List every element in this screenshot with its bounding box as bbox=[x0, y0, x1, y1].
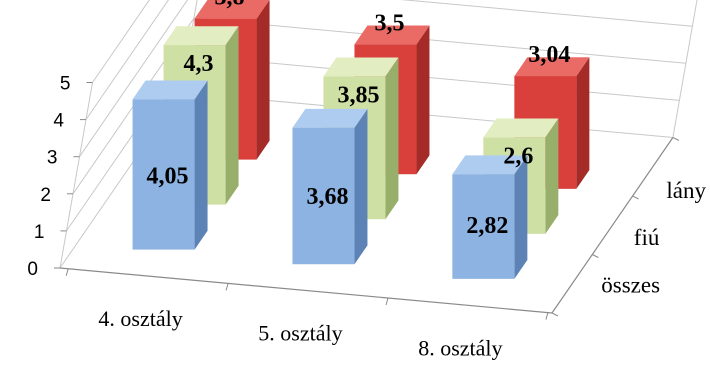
bar-top bbox=[354, 25, 430, 45]
bar-side bbox=[514, 155, 528, 279]
data-label: 3,04 bbox=[528, 42, 570, 68]
bar-side bbox=[354, 108, 368, 265]
series-label: fiú bbox=[634, 225, 660, 250]
depth-axis-line bbox=[551, 137, 674, 314]
depth-tick-mark bbox=[632, 195, 639, 200]
x-tick-label: 4. osztály bbox=[98, 306, 182, 331]
chart-labels: 0 1 2 3 4 5 4. osztály 5. osztály 8. osztály össz… bbox=[27, 0, 706, 360]
y-tick-label: 5 bbox=[60, 74, 71, 95]
y-tick-label: 2 bbox=[40, 185, 51, 206]
series-label: összes bbox=[601, 272, 660, 297]
x-axis-line bbox=[59, 267, 553, 314]
x-tick-label: 5. osztály bbox=[258, 321, 342, 346]
data-label: 3,8 bbox=[215, 0, 245, 11]
data-label: 4,05 bbox=[147, 163, 189, 189]
data-label: 2,6 bbox=[503, 143, 533, 169]
bar-top bbox=[132, 80, 208, 100]
y-tick-label: 1 bbox=[34, 222, 45, 243]
x-tick-mark bbox=[385, 297, 389, 306]
chart-bars bbox=[132, 0, 590, 279]
bar-top bbox=[452, 155, 528, 175]
bar bbox=[452, 155, 528, 279]
bar-top bbox=[163, 26, 239, 46]
bar-side bbox=[225, 26, 239, 205]
gridline bbox=[85, 0, 169, 120]
chart-axes bbox=[54, 82, 680, 320]
bar-top bbox=[514, 57, 590, 77]
wall-edge bbox=[672, 0, 698, 138]
depth-tick-mark bbox=[551, 312, 559, 317]
bar bbox=[132, 80, 208, 250]
bar-side bbox=[576, 57, 590, 189]
depth-tick-mark bbox=[672, 137, 680, 141]
bar-side bbox=[545, 118, 559, 234]
bar-top bbox=[323, 57, 399, 77]
bar-side bbox=[194, 80, 208, 250]
bar-front bbox=[132, 99, 195, 250]
data-label: 4,3 bbox=[184, 51, 214, 77]
bar-front bbox=[452, 174, 515, 279]
gridline bbox=[79, 0, 693, 157]
series-label: lány bbox=[666, 178, 706, 203]
data-label: 3,85 bbox=[337, 82, 379, 108]
gridline bbox=[92, 0, 150, 83]
data-label: 3,68 bbox=[306, 184, 348, 210]
bar-top bbox=[483, 118, 559, 138]
data-label: 3,5 bbox=[374, 10, 404, 36]
bar-top bbox=[292, 108, 368, 128]
bar-side bbox=[416, 25, 430, 175]
bar-front bbox=[292, 127, 355, 265]
x-tick-mark bbox=[65, 268, 69, 276]
x-tick-label: 8. osztály bbox=[418, 335, 502, 360]
x-tick-mark bbox=[225, 283, 229, 291]
y-tick-label: 3 bbox=[47, 148, 58, 169]
y-tick-label: 0 bbox=[27, 259, 38, 280]
wall-edge bbox=[59, 82, 93, 269]
y-tick-label: 4 bbox=[53, 111, 64, 132]
bar-side bbox=[385, 57, 399, 220]
depth-tick-mark bbox=[592, 254, 599, 258]
x-tick-mark bbox=[545, 312, 549, 320]
data-label: 2,82 bbox=[466, 213, 508, 239]
bar-top bbox=[194, 0, 270, 19]
bar bbox=[292, 108, 368, 265]
bar-side bbox=[256, 0, 270, 160]
